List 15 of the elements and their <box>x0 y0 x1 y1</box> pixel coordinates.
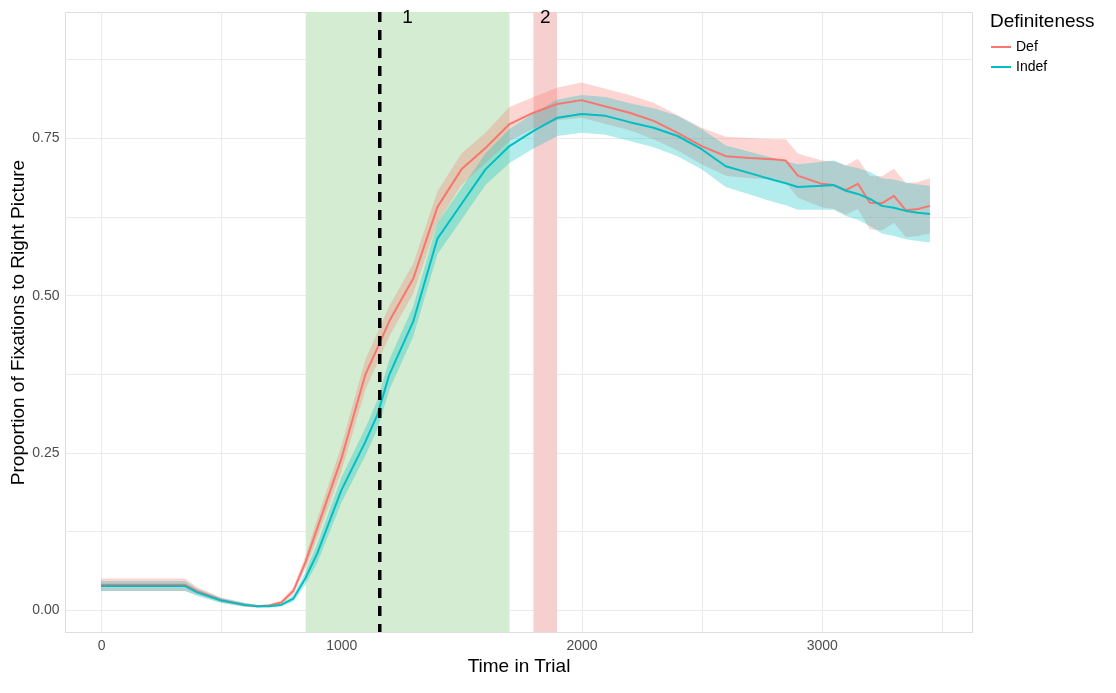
x-tick-label: 3000 <box>806 636 839 653</box>
band-label: 2 <box>540 6 551 27</box>
x-tick-label: 0 <box>97 636 106 653</box>
y-tick-label: 0.75 <box>32 129 60 146</box>
y-axis-title: Proportion of Fixations to Right Picture <box>7 159 29 486</box>
y-tick-label: 0.25 <box>32 444 60 461</box>
y-tick-label: 0.50 <box>32 286 60 303</box>
legend-label: Def <box>1016 38 1038 54</box>
legend-label: Indef <box>1016 58 1048 74</box>
x-tick-label: 2000 <box>566 636 598 653</box>
x-axis-title: Time in Trial <box>467 654 571 676</box>
y-tick-label: 0.00 <box>32 601 60 618</box>
x-tick-label: 1000 <box>326 636 358 653</box>
band-label: 1 <box>402 6 413 27</box>
legend-title: Definiteness <box>990 10 1095 31</box>
